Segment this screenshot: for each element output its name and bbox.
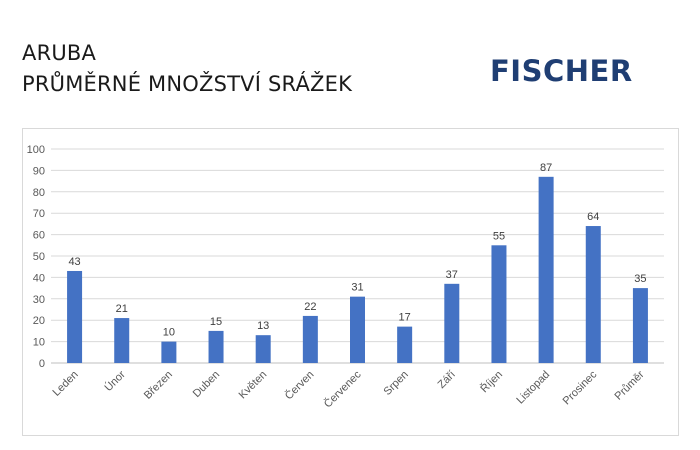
bar xyxy=(397,326,413,363)
page-title: ARUBA xyxy=(22,41,97,65)
data-label: 55 xyxy=(493,230,505,242)
x-tick-label: Leden xyxy=(51,369,81,399)
data-label: 35 xyxy=(634,273,646,285)
y-tick-label: 80 xyxy=(33,187,45,199)
x-tick-label: Srpen xyxy=(382,369,411,398)
page-subtitle: PRŮMĚRNÉ MNOŽSTVÍ SRÁŽEK xyxy=(22,72,353,96)
data-label: 13 xyxy=(257,320,269,332)
bar xyxy=(255,335,271,363)
x-tick-label: Červen xyxy=(282,368,316,402)
data-label: 17 xyxy=(399,312,411,324)
y-tick-label: 50 xyxy=(33,251,45,263)
data-label: 21 xyxy=(116,303,128,315)
data-label: 37 xyxy=(446,269,458,281)
y-tick-label: 30 xyxy=(33,294,45,306)
x-tick-label: Listopad xyxy=(514,369,552,407)
bar xyxy=(632,288,648,363)
y-tick-label: 10 xyxy=(33,337,45,349)
y-tick-label: 100 xyxy=(27,144,45,156)
y-tick-label: 90 xyxy=(33,165,45,177)
data-label: 10 xyxy=(163,327,175,339)
y-tick-label: 20 xyxy=(33,315,45,327)
data-label: 31 xyxy=(351,282,363,294)
bar xyxy=(491,245,507,363)
x-tick-label: Březen xyxy=(142,369,175,402)
y-tick-label: 60 xyxy=(33,230,45,242)
data-label: 15 xyxy=(210,316,222,328)
x-tick-label: Duben xyxy=(191,369,222,400)
data-label: 64 xyxy=(587,211,599,223)
brand-logo: FISCHER xyxy=(490,54,633,88)
bar xyxy=(67,270,83,363)
data-label: 43 xyxy=(68,256,80,268)
y-tick-label: 0 xyxy=(39,358,45,370)
bar xyxy=(208,330,224,363)
bar xyxy=(161,341,177,363)
y-tick-label: 70 xyxy=(33,208,45,220)
x-tick-label: Průměr xyxy=(613,368,647,402)
x-tick-label: Červenec xyxy=(321,368,364,411)
chart-area xyxy=(22,128,679,436)
bar xyxy=(538,176,554,363)
x-tick-label: Prosinec xyxy=(561,368,600,407)
x-tick-label: Únor xyxy=(102,368,128,394)
x-tick-label: Říjen xyxy=(478,368,505,395)
chart-heading: ARUBA PRŮMĚRNÉ MNOŽSTVÍ SRÁŽEK xyxy=(22,38,352,100)
bar xyxy=(444,283,460,363)
bar xyxy=(302,315,318,363)
x-tick-label: Září xyxy=(436,369,458,391)
bar xyxy=(585,226,601,363)
bar xyxy=(114,318,130,363)
x-tick-label: Květen xyxy=(237,369,270,402)
bar xyxy=(350,296,365,363)
y-tick-label: 40 xyxy=(33,272,45,284)
data-label: 22 xyxy=(304,301,316,313)
data-label: 87 xyxy=(540,162,552,174)
